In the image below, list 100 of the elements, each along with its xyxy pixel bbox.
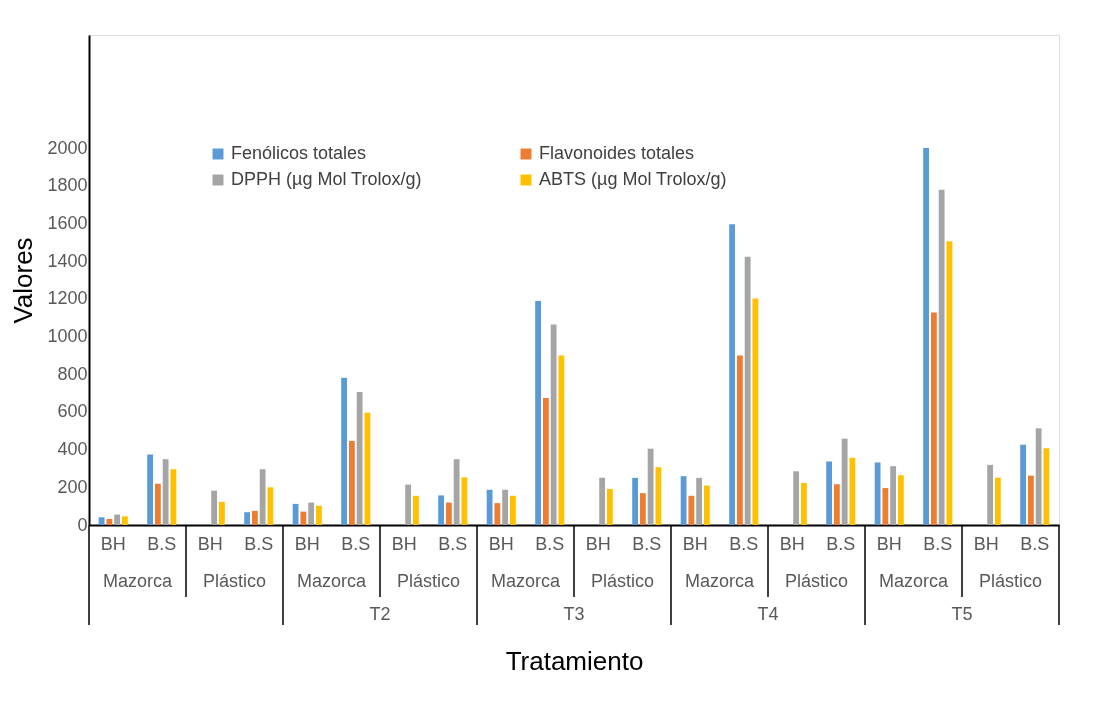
text: Mazorca [878,571,949,591]
x-tick-label: BH [876,533,902,554]
bar [655,467,662,525]
bar [438,495,445,525]
bar [833,484,840,525]
text: T3 [563,604,585,624]
x-tick-label: BH [391,533,417,554]
y-tick-label: 1800 [47,175,88,196]
bar [688,495,695,525]
bar [211,490,218,525]
x-tick-label: B.S [923,533,953,554]
x-tick-label: BH [294,533,320,554]
bar [170,469,177,525]
bar [800,482,807,525]
text: T2 [369,604,391,624]
bar [308,502,315,525]
bar [923,148,930,525]
x-tick-label: B.S [341,533,371,554]
x-tick-label: B.S [535,533,565,554]
bar [121,516,128,525]
y-tick-label: 200 [57,476,88,497]
text: Plástico [978,571,1043,591]
bar [890,466,897,525]
bar [147,454,154,525]
y-tick-label: 1000 [47,326,88,347]
bar [793,471,800,525]
x-tick-label: BH [488,533,514,554]
bar [114,514,121,525]
bar [703,485,710,525]
bar [251,510,258,525]
text: Mazorca [296,571,367,591]
bar [218,501,225,525]
bar [849,457,856,525]
x-tick-label: BH [973,533,999,554]
bar [259,469,266,525]
x-tick-label: BH [779,533,805,554]
bar [162,459,169,525]
bar [315,505,322,525]
bar [445,502,452,525]
bar [292,503,299,525]
text: Mazorca [684,571,755,591]
x-tick-label: BH [100,533,126,554]
y-tick-label: 400 [57,439,88,460]
bar [300,511,307,525]
bar [994,477,1001,525]
text: T4 [757,604,779,624]
bar [341,377,348,525]
bar [874,462,881,525]
bar [938,189,945,525]
x-tick-label: B.S [438,533,468,554]
y-tick-label: 2000 [47,137,88,158]
bar [882,488,889,525]
x-tick-label: B.S [632,533,662,554]
bar [639,493,646,525]
bar [558,355,565,525]
x-tick-label: BH [585,533,611,554]
bar [632,477,639,525]
bar [405,484,412,525]
bar [647,448,654,525]
x-tick-label: B.S [147,533,177,554]
bar [841,438,848,525]
bar [736,355,743,525]
x-tick-label: B.S [244,533,274,554]
x-tick-label: B.S [826,533,856,554]
bar [680,476,687,525]
text: Plástico [590,571,655,591]
bar [550,324,557,525]
bar [696,477,703,525]
bar [509,495,516,525]
text: Plástico [396,571,461,591]
y-tick-label: 1400 [47,250,88,271]
bar [542,397,549,525]
legend-label: Flavonoides totales [539,143,695,163]
bar [267,487,274,525]
bar [356,391,363,525]
bar [412,495,419,525]
y-tick-label: 600 [57,401,88,422]
bar [1027,475,1034,525]
text: Mazorca [490,571,561,591]
bar [1043,448,1050,525]
x-tick-label: B.S [1020,533,1050,554]
bar [729,224,736,525]
text: Plástico [202,571,267,591]
bar [453,459,460,525]
bar [154,483,161,525]
x-tick-label: B.S [729,533,759,554]
bar [98,517,105,525]
bar [502,489,509,525]
bar [1020,444,1027,525]
y-tick-label: 1200 [47,288,88,309]
bar [106,518,113,525]
y-tick-label: 1600 [47,212,88,233]
x-axis-title: Tratamiento [505,645,644,676]
x-tick-label: BH [682,533,708,554]
x-tick-label: BH [197,533,223,554]
y-tick-label: 0 [77,514,88,535]
bar [348,440,355,525]
bar [606,489,613,525]
bar [897,475,904,525]
bar [364,412,371,525]
